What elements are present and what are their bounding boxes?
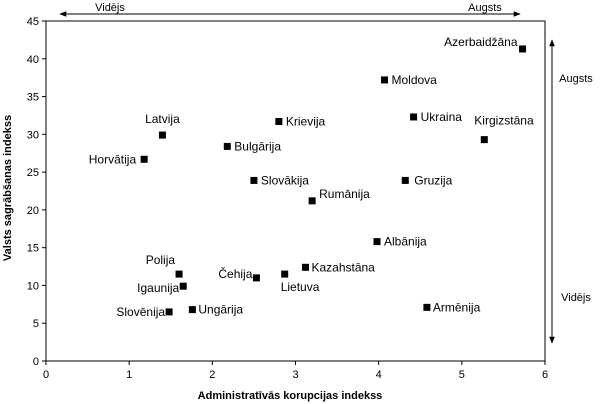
y-tick-label: 10	[27, 280, 39, 292]
point-label: Ukraina	[421, 110, 463, 124]
data-points: Azerbaidžāna Moldova Ukraina Kirgizstāna Lat…	[89, 35, 534, 319]
y-tick-label: 40	[27, 54, 39, 66]
point-label: Lietuva	[281, 280, 320, 294]
y-tick-label: 0	[33, 356, 39, 368]
x-axis-ticks: 0 1 2 3 4 5 6	[43, 361, 548, 381]
point-marker	[188, 306, 196, 314]
y-tick-label: 20	[27, 205, 39, 217]
x-tick-label: 1	[126, 369, 132, 381]
region-label-top-right: Augsts	[468, 2, 502, 14]
point-marker	[179, 282, 187, 290]
point-label: Armēnija	[433, 300, 481, 314]
point-label: Čehija	[218, 266, 252, 281]
point-marker	[175, 270, 183, 278]
y-tick-label: 25	[27, 167, 39, 179]
point-label: Latvija	[145, 112, 180, 126]
point-marker	[165, 308, 173, 316]
x-tick-label: 5	[459, 369, 465, 381]
x-tick-label: 2	[209, 369, 215, 381]
point-label: Polija	[146, 253, 176, 267]
point-marker	[308, 197, 316, 205]
x-tick-label: 4	[376, 369, 382, 381]
point-marker	[301, 263, 309, 271]
point-label: Kirgizstāna	[474, 114, 534, 128]
point-label: Ungārija	[198, 303, 243, 317]
x-tick-label: 0	[43, 369, 49, 381]
point-label: Slovākija	[261, 173, 309, 187]
y-tick-label: 35	[27, 92, 39, 104]
point-marker	[252, 274, 260, 282]
region-label-right-bottom: Vidējs	[561, 292, 591, 304]
point-marker	[480, 136, 488, 144]
y-tick-label: 45	[27, 16, 39, 28]
point-marker	[140, 155, 148, 163]
point-label: Moldova	[391, 73, 437, 87]
x-tick-label: 6	[542, 369, 548, 381]
y-tick-label: 15	[27, 243, 39, 255]
point-marker	[275, 117, 283, 125]
point-marker	[223, 142, 231, 150]
region-label-right-top: Augsts	[559, 73, 593, 85]
y-axis-ticks: 0 5 10 15 20 25 30 35 40 45	[27, 16, 46, 368]
y-axis-title: Valsts sagrābšanas indekss	[2, 115, 14, 261]
point-label: Gruzija	[414, 173, 452, 187]
region-label-top-left: Vidējs	[95, 2, 125, 14]
point-marker	[250, 176, 258, 184]
point-marker	[410, 113, 418, 121]
y-tick-label: 5	[33, 318, 39, 330]
x-axis-title: Administratīvās korupcijas indekss	[198, 390, 383, 402]
point-marker	[519, 45, 527, 53]
point-marker	[380, 76, 388, 84]
point-label: Horvātija	[89, 152, 137, 166]
point-marker	[401, 176, 409, 184]
point-marker	[373, 238, 381, 246]
point-label: Kazahstāna	[311, 260, 375, 274]
point-label: Azerbaidžāna	[444, 35, 518, 49]
y-tick-label: 30	[27, 129, 39, 141]
point-marker	[158, 131, 166, 139]
point-label: Rumānija	[319, 187, 370, 201]
point-label: Albānija	[384, 235, 427, 249]
point-label: Igaunija	[137, 281, 179, 295]
point-label: Bulgārija	[234, 139, 281, 153]
point-marker	[423, 303, 431, 311]
point-label: Krievija	[286, 114, 326, 128]
point-marker	[281, 270, 289, 278]
x-tick-label: 3	[292, 369, 298, 381]
point-label: Slovēnija	[116, 305, 165, 319]
